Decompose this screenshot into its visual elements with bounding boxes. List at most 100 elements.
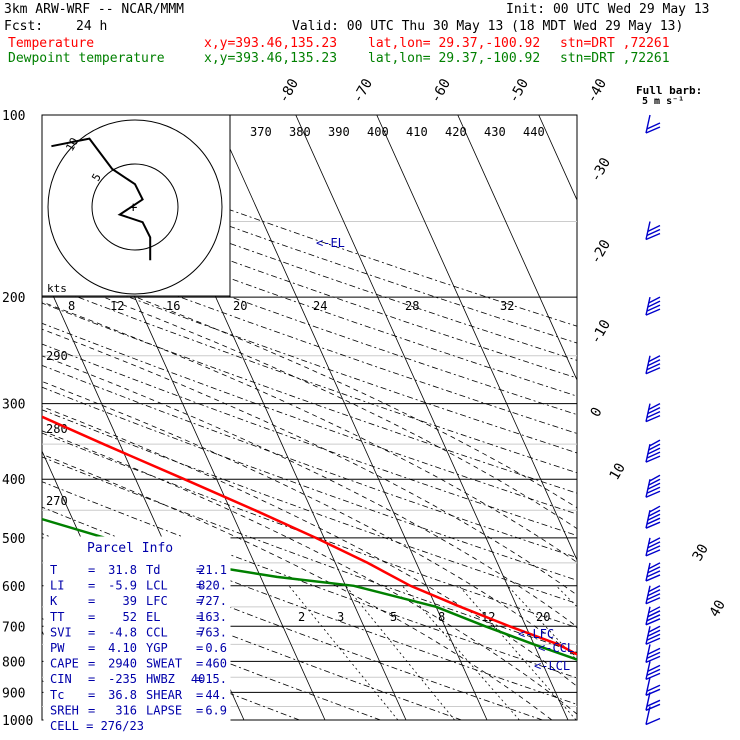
wind-barb-flag (647, 629, 661, 637)
wind-barb-staff (645, 444, 651, 463)
parcel-info-eq: = (88, 688, 95, 702)
moist-adiabat-label: 28 (405, 299, 419, 313)
pressure-label: 300 (2, 398, 25, 413)
parcel-info-key: LCL (146, 579, 168, 593)
wind-barb-flag (645, 521, 661, 529)
wind-barb (645, 221, 661, 241)
pressure-label: 200 (2, 291, 25, 306)
barb-legend-title: Full barb: (636, 84, 702, 97)
wind-barb-flag (648, 505, 661, 513)
parcel-info-value: 0.6 (205, 641, 227, 655)
wind-barb-flag (647, 664, 661, 672)
moist-adiabat-line (42, 328, 577, 596)
wind-barb-staff (645, 677, 651, 696)
el-marker: <-EL (316, 236, 345, 250)
parcel-info-eq: = (196, 579, 203, 593)
wind-barbs (645, 114, 661, 726)
wind-barb-staff (645, 606, 651, 625)
parcel-info-eq: = (196, 672, 203, 686)
parcel-info-key: T (50, 563, 57, 577)
legend-dewpoint-label: Dewpoint temperature (8, 51, 165, 66)
dry-adiabat-line (42, 208, 577, 397)
parcel-info-key: CCL (146, 625, 168, 639)
moist-adiabat-label: 20 (233, 299, 247, 313)
pressure-label: 1000 (2, 714, 33, 729)
mixing-ratio-label: 20 (536, 610, 550, 624)
parcel-info-value: 2940 (108, 657, 137, 671)
wind-barb-flag (645, 126, 661, 134)
legend-temperature-label: Temperature (8, 36, 95, 51)
legend-dewpoint-xy: x,y=393.46,135.23 (204, 51, 338, 66)
parcel-info-title: Parcel Info (87, 541, 173, 556)
wind-barb-flag (645, 549, 661, 557)
parcel-info-eq: = (196, 657, 203, 671)
wind-barb (645, 439, 661, 463)
isotherm-label: 10 (607, 460, 629, 483)
wind-barb-flag (645, 637, 661, 645)
wind-barb-flag (646, 699, 661, 707)
wind-barb-flag (645, 717, 661, 726)
wind-barb-flag (648, 537, 661, 545)
isotherm-line (0, 115, 1, 720)
wind-barb-flag (647, 566, 661, 574)
isotherm-line (376, 115, 577, 561)
wind-barb-flag (646, 451, 661, 459)
pressure-label: 700 (2, 620, 25, 635)
parcel-info-cell: CELL = 276/23 (50, 719, 144, 733)
wind-barb-flag (645, 618, 661, 626)
wind-barb-staff (645, 626, 651, 645)
wind-barb-flag (646, 633, 661, 641)
wind-barb (645, 296, 661, 316)
wind-barb-flag (646, 570, 661, 578)
parcel-info-eq: = (196, 703, 203, 717)
wind-barb-flag (647, 482, 661, 490)
hodograph-ring-label: 10 (63, 136, 81, 154)
fcst-label: Fcst: (4, 19, 44, 34)
parcel-info-value: 820. (198, 579, 227, 593)
wind-barb (645, 661, 661, 681)
dry-adiabat-line (42, 302, 577, 494)
wind-barb-flag (646, 651, 661, 660)
legend-dewpoint-stn: stn=DRT ,72261 (560, 51, 670, 66)
wind-barb (645, 537, 661, 557)
wind-barb-flag (647, 447, 661, 455)
model-title: 3km ARW-WRF -- NCAR/MMM (4, 2, 185, 17)
wind-barb (645, 114, 661, 134)
wind-barb-staff (645, 355, 651, 374)
isotherm-line (214, 115, 488, 720)
parcel-info-value: 31.8 (108, 563, 137, 577)
wind-barb-flag (648, 403, 661, 411)
mixing-ratio-line (288, 585, 399, 720)
wind-barb-flag (646, 684, 661, 692)
parcel-info-key: HWBZ (146, 672, 175, 686)
moist-adiabat-label: 16 (166, 299, 180, 313)
wind-barb-flag (645, 703, 661, 711)
legend-temperature-latlon: lat,lon= 29.37,-100.92 (368, 36, 541, 51)
wind-barb-staff (645, 114, 651, 134)
mixing-ratio-label: 2 (298, 610, 305, 624)
pressure-label: 800 (2, 655, 25, 670)
profile-traces (42, 415, 577, 661)
wind-barb-flag (646, 411, 661, 419)
hodograph-ring-10 (47, 119, 223, 295)
parcel-info-value: 4015. (191, 672, 227, 686)
wind-barb-flag (647, 610, 661, 618)
wind-barb-flag (648, 509, 661, 517)
wind-barb-flag (647, 407, 661, 415)
mixing-ratio-label: 8 (438, 610, 445, 624)
mixing-ratio-line (345, 585, 455, 720)
moist-adiabat-line (42, 406, 577, 687)
parcel-info-key: SHEAR (146, 688, 183, 702)
wind-barb (645, 625, 661, 645)
isotherm-line (538, 115, 577, 201)
wind-barb-flag (647, 513, 661, 521)
wind-barb-flag (646, 304, 661, 312)
wind-barb-flag (647, 589, 661, 597)
isotherm-label: 40 (707, 597, 729, 620)
parcel-info-value: 727. (198, 594, 227, 608)
wind-barb-staff (645, 562, 651, 582)
wind-barb-staff (645, 661, 651, 680)
legend-temperature-xy: x,y=393.46,135.23 (204, 36, 338, 51)
wind-barb-staff (645, 221, 651, 240)
